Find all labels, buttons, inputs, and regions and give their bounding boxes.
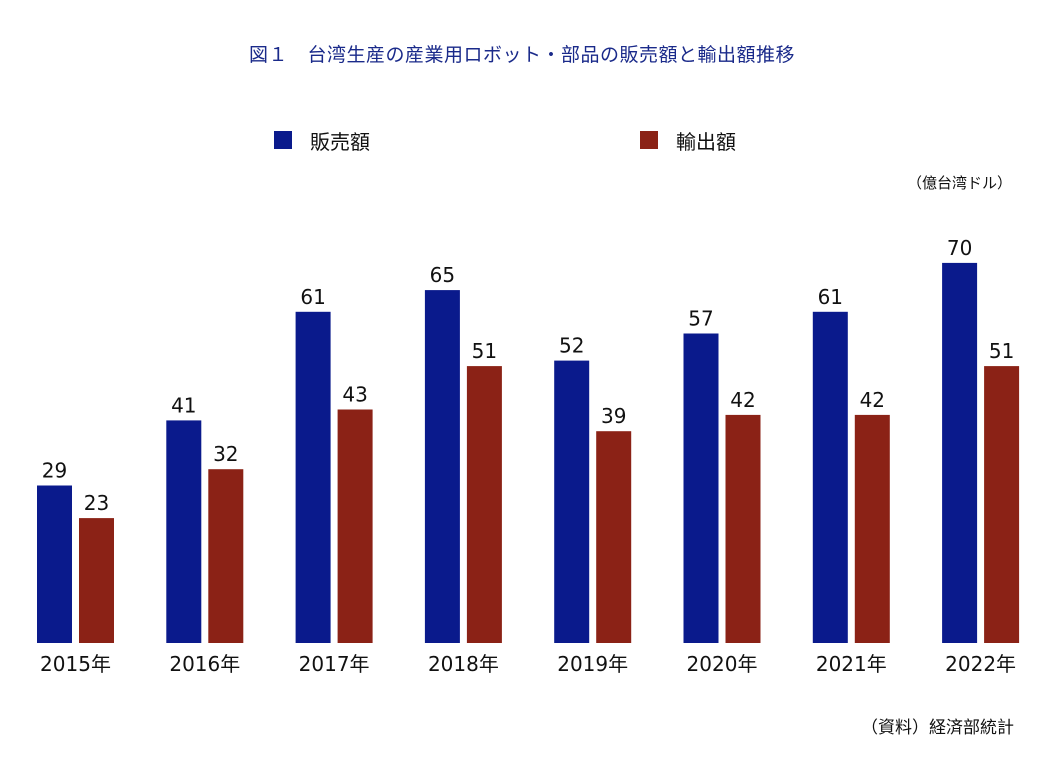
data-label-export-4: 39 [601,404,626,428]
legend-item-export: 輸出額 [640,128,736,154]
category-label-1: 2016年 [169,652,240,676]
data-label-sales-0: 29 [42,459,67,483]
bar-sales-2 [295,311,331,643]
category-label-2: 2017年 [299,652,370,676]
data-label-sales-5: 57 [688,307,713,331]
unit-label: （億台湾ドル） [906,174,1012,192]
bar-sales-0 [37,485,72,643]
data-label-export-3: 51 [472,339,497,363]
data-label-export-6: 42 [860,388,885,412]
bar-sales-3 [424,290,460,643]
bar-export-5 [725,414,761,643]
category-label-4: 2019年 [557,652,628,676]
bar-sales-7 [942,262,978,643]
bar-sales-6 [812,311,848,643]
bar-export-7 [984,366,1020,643]
bar-export-2 [337,409,373,643]
legend-label-sales: 販売額 [310,129,370,154]
data-label-sales-2: 61 [300,285,325,309]
category-label-5: 2020年 [687,652,758,676]
bar-sales-5 [683,333,719,643]
data-label-export-0: 23 [84,491,109,515]
bar-export-4 [596,431,632,643]
bar-sales-1 [166,420,202,643]
legend-swatch-sales [274,131,292,149]
chart-title: 図１ 台湾生産の産業用ロボット・部品の販売額と輸出額推移 [248,44,795,66]
category-label-0: 2015年 [40,652,111,676]
data-label-sales-4: 52 [559,334,584,358]
data-label-sales-1: 41 [171,393,196,417]
data-label-sales-6: 61 [818,285,843,309]
legend-item-sales: 販売額 [274,128,370,154]
bar-sales-4 [554,360,590,643]
data-label-export-1: 32 [213,442,238,466]
bar-export-3 [466,366,502,643]
data-label-export-7: 51 [989,339,1014,363]
data-label-export-2: 43 [342,383,367,407]
bar-export-0 [79,518,114,643]
data-label-export-5: 42 [730,388,755,412]
source-label: （資料）経済部統計 [861,718,1014,738]
data-label-sales-3: 65 [430,263,455,287]
legend-swatch-export [640,131,658,149]
bar-export-6 [854,414,890,643]
legend-label-export: 輸出額 [676,129,736,154]
bar-export-1 [208,469,244,643]
data-label-sales-7: 70 [947,236,972,260]
category-label-6: 2021年 [816,652,887,676]
category-label-7: 2022年 [945,652,1016,676]
category-label-3: 2018年 [428,652,499,676]
